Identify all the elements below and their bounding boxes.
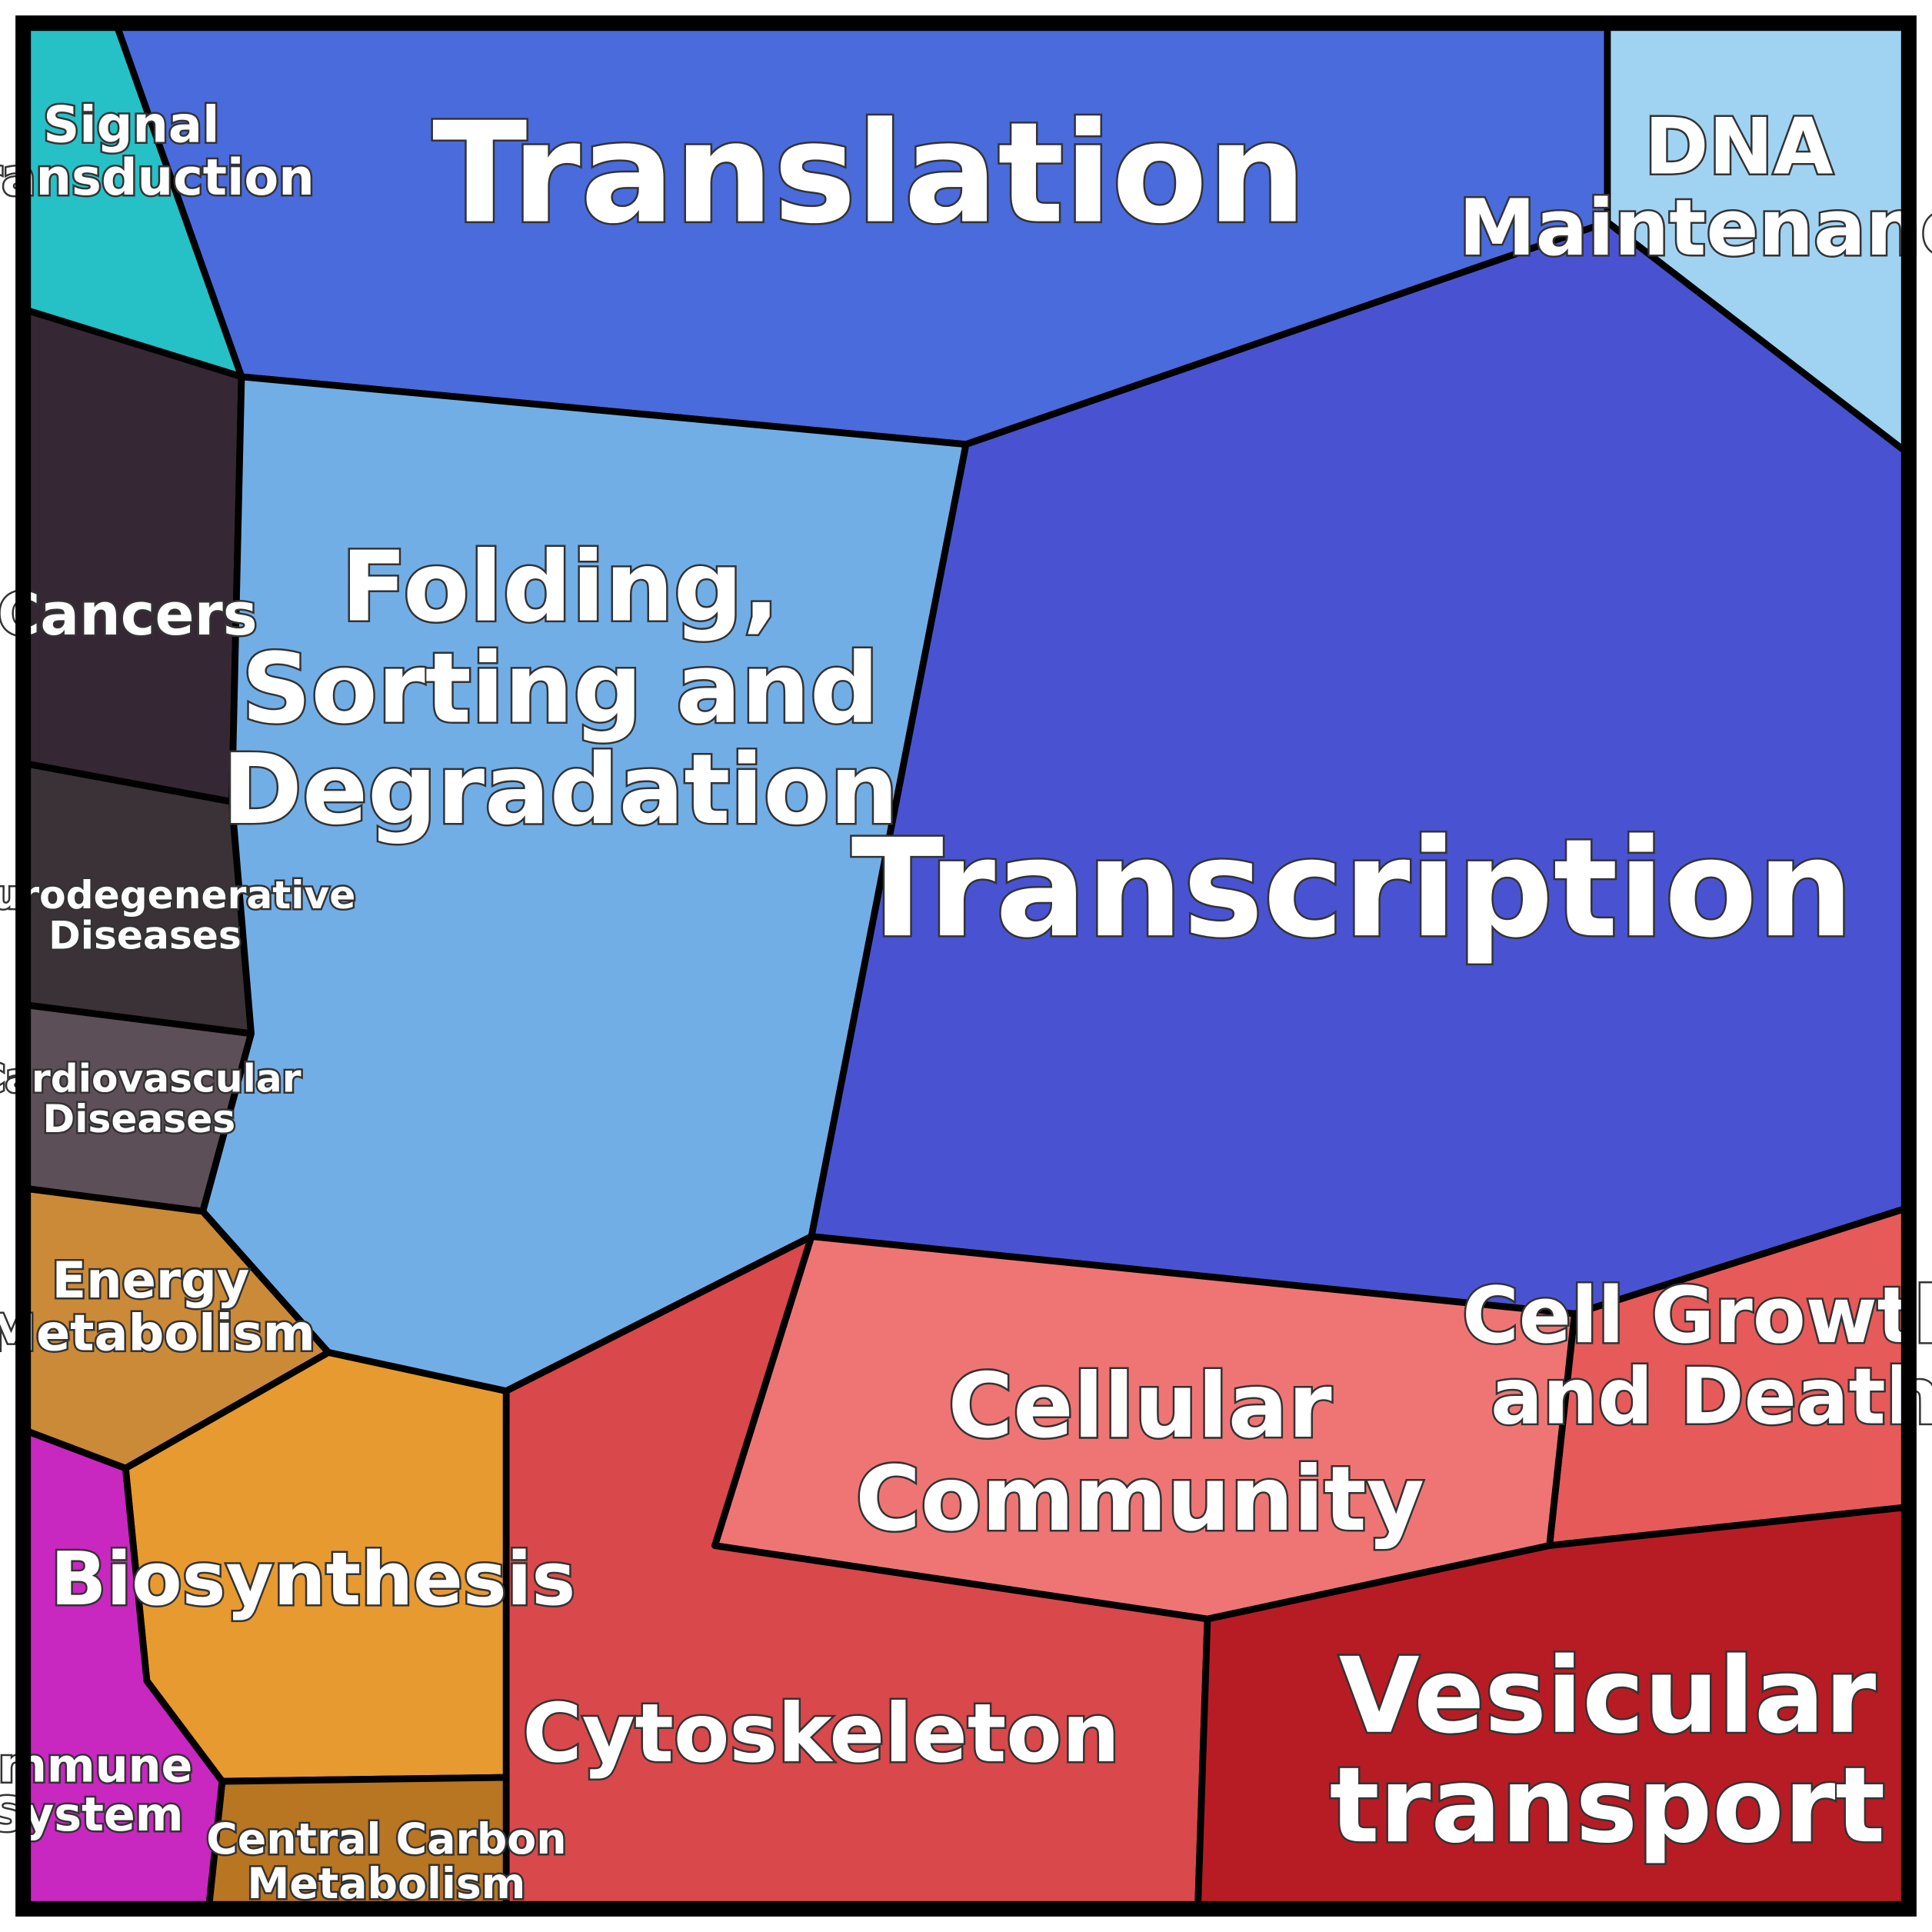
cell-cancers: [23, 309, 242, 802]
voronoi-treemap: TranslationDNAMaintenanceSignalTransduct…: [0, 0, 1932, 1932]
label-vesicular-transport: Vesiculartransport: [1330, 1635, 1885, 1866]
label-cancers: Cancers: [0, 580, 258, 648]
label-transcription: Transcription: [851, 811, 1854, 968]
label-cytoskeleton: Cytoskeleton: [522, 1686, 1120, 1780]
label-cell-growth-death: Cell Growthand Death: [1462, 1271, 1932, 1443]
label-central-carbon: Central CarbonMetabolism: [206, 1815, 566, 1909]
label-biosynthesis: Biosynthesis: [51, 1536, 576, 1622]
label-translation: Translation: [432, 92, 1307, 255]
